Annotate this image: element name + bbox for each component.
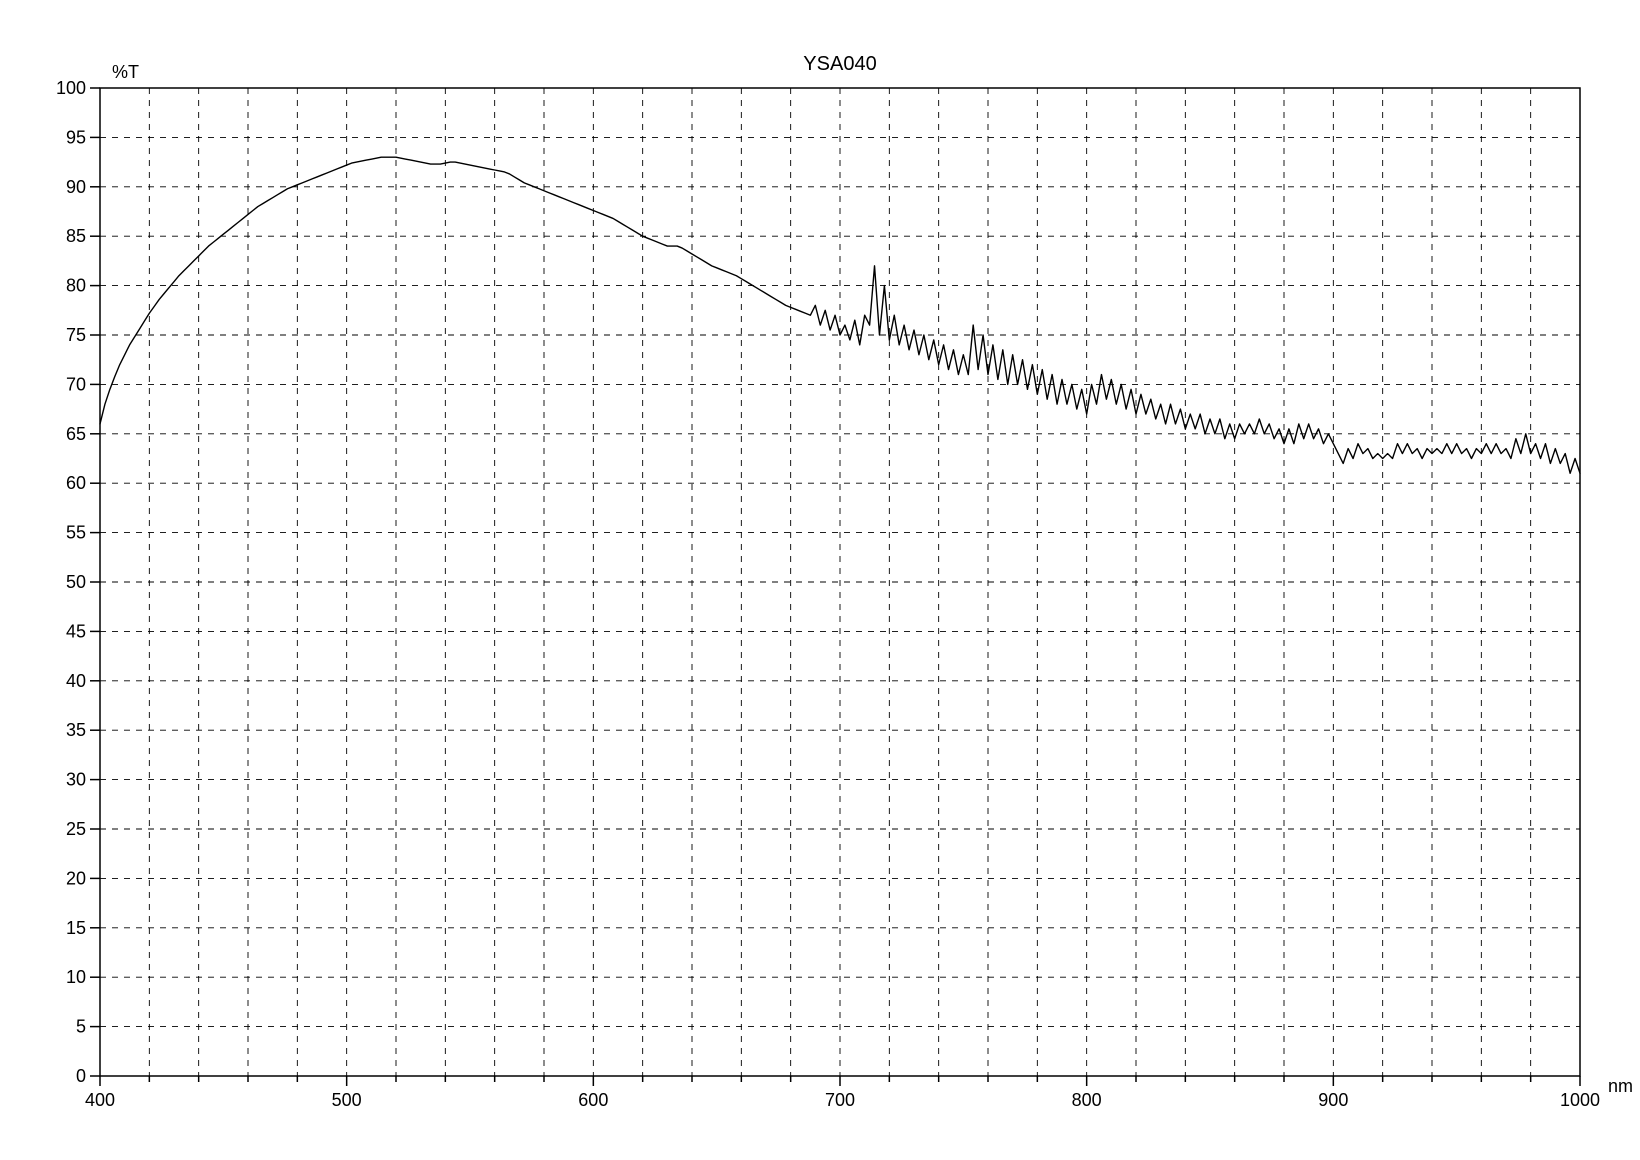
y-tick-label: 25: [66, 819, 86, 839]
y-tick-label: 55: [66, 523, 86, 543]
chart-title: YSA040: [803, 53, 876, 75]
y-tick-label: 90: [66, 177, 86, 197]
chart-background: [0, 0, 1640, 1160]
y-tick-label: 35: [66, 720, 86, 740]
x-tick-label: 500: [332, 1090, 362, 1110]
y-tick-label: 65: [66, 424, 86, 444]
y-tick-label: 80: [66, 276, 86, 296]
y-tick-label: 100: [56, 78, 86, 98]
y-tick-label: 40: [66, 671, 86, 691]
y-tick-label: 20: [66, 868, 86, 888]
y-tick-label: 5: [76, 1017, 86, 1037]
x-tick-label: 600: [578, 1090, 608, 1110]
y-tick-label: 85: [66, 226, 86, 246]
y-tick-label: 95: [66, 127, 86, 147]
y-tick-label: 50: [66, 572, 86, 592]
x-axis-label: nm: [1608, 1076, 1633, 1096]
y-tick-label: 0: [76, 1066, 86, 1086]
y-tick-label: 15: [66, 918, 86, 938]
y-tick-label: 45: [66, 621, 86, 641]
y-tick-label: 75: [66, 325, 86, 345]
y-tick-label: 60: [66, 473, 86, 493]
y-axis-label: %T: [112, 62, 139, 82]
x-tick-label: 700: [825, 1090, 855, 1110]
y-tick-label: 70: [66, 374, 86, 394]
y-tick-label: 30: [66, 770, 86, 790]
x-tick-label: 1000: [1560, 1090, 1600, 1110]
x-tick-label: 800: [1072, 1090, 1102, 1110]
x-tick-label: 400: [85, 1090, 115, 1110]
x-tick-label: 900: [1318, 1090, 1348, 1110]
y-tick-label: 10: [66, 967, 86, 987]
spectrum-chart: 400 500 600 700 800 900 1000 0 5 10 15 20 25 30 35 40 45…: [0, 0, 1640, 1160]
